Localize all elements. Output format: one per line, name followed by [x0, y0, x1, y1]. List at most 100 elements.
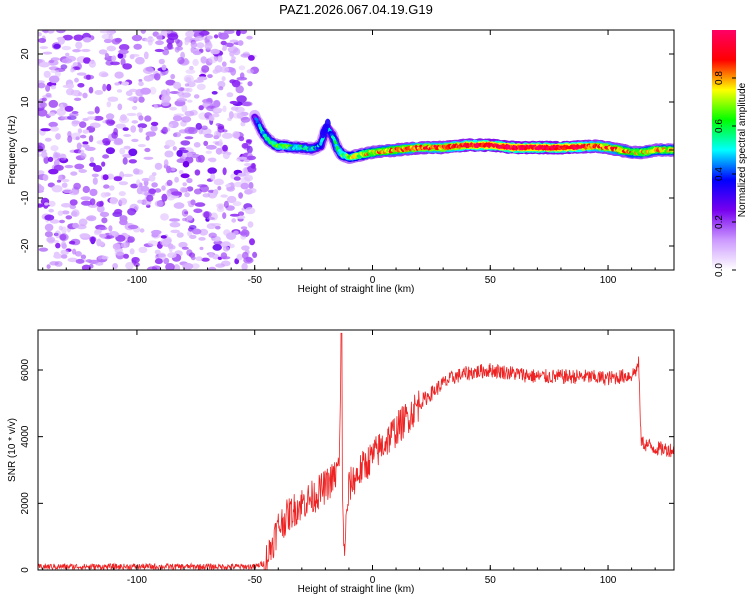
noise-blob [154, 162, 163, 170]
noise-blob [195, 156, 202, 163]
noise-blob [172, 115, 183, 122]
noise-blob [77, 83, 85, 88]
noise-blob [39, 61, 50, 68]
noise-blob [201, 257, 210, 262]
noise-blob [231, 218, 237, 223]
snr-y-tick-label: 2000 [20, 492, 31, 515]
noise-blob [217, 186, 222, 191]
noise-blob [248, 55, 255, 61]
noise-blob [138, 246, 148, 254]
noise-blob [184, 110, 195, 117]
noise-blob [38, 185, 45, 193]
noise-blob [192, 30, 202, 34]
spectrogram-x-tick-label: -100 [127, 275, 147, 286]
noise-blob [200, 56, 207, 64]
noise-blob [78, 149, 85, 155]
noise-blob [49, 126, 59, 132]
noise-blob [105, 147, 115, 155]
noise-blob [221, 260, 231, 267]
noise-blob [45, 92, 52, 98]
noise-blob [123, 134, 132, 137]
noise-blob [228, 243, 235, 249]
noise-blob [125, 262, 134, 270]
colorbar: 0.0 0.2 0.4 0.6 0.8 Normalized spectral ampl… [712, 30, 748, 277]
noise-blob [87, 116, 96, 120]
spectrogram-y-tick-label: 0 [20, 147, 31, 153]
noise-blob [176, 232, 184, 238]
noise-blob [56, 108, 66, 116]
noise-blob [115, 123, 127, 129]
noise-blob [50, 145, 59, 152]
noise-blob [111, 55, 117, 62]
noise-blob [222, 144, 228, 152]
noise-blob [236, 76, 248, 81]
noise-blob [160, 235, 167, 239]
noise-blob [190, 41, 198, 49]
noise-blob [180, 173, 190, 179]
noise-blob [181, 104, 188, 113]
noise-blob [240, 53, 251, 58]
colorbar-tick-label: 0.4 [714, 167, 725, 181]
noise-blob [181, 246, 189, 250]
noise-blob [187, 230, 193, 237]
noise-blob [201, 65, 210, 73]
noise-blob [48, 121, 58, 128]
ridge-bump [320, 128, 327, 139]
noise-blob [75, 136, 80, 141]
noise-blob [238, 136, 245, 142]
noise-blob [154, 249, 161, 255]
ridge-segment [367, 151, 372, 156]
spectrogram-y-tick-label: 10 [20, 96, 31, 108]
noise-blob [145, 131, 157, 137]
spectrogram-y-ticks: -20 -10 0 10 20 [20, 48, 674, 253]
noise-blob [151, 182, 158, 188]
noise-blob [50, 69, 60, 74]
noise-blob [161, 64, 167, 71]
noise-blob [215, 225, 221, 230]
noise-blob [215, 147, 223, 155]
noise-blob [38, 38, 47, 43]
noise-blob [67, 257, 78, 263]
noise-blob [47, 156, 54, 163]
noise-blob [123, 253, 129, 259]
noise-blob [98, 241, 105, 247]
noise-blob [173, 81, 182, 89]
noise-blob [158, 58, 165, 65]
noise-blob [178, 241, 188, 248]
noise-blob [226, 195, 237, 204]
noise-blob [222, 246, 230, 252]
noise-blob [245, 139, 253, 143]
noise-blob [119, 219, 128, 226]
colorbar-tick-label: 0.0 [714, 263, 725, 277]
noise-blob [60, 254, 68, 259]
noise-blob [122, 127, 129, 131]
noise-blob [218, 86, 224, 91]
noise-blob [87, 111, 95, 115]
noise-blob [184, 126, 195, 134]
snr-y-tick-label: 0 [20, 567, 31, 573]
noise-blob [246, 155, 256, 161]
noise-blob [118, 181, 129, 186]
noise-blob [50, 85, 57, 90]
noise-blob [44, 214, 55, 221]
noise-blob [133, 168, 140, 175]
noise-blob [222, 167, 227, 176]
noise-blob [69, 199, 78, 206]
noise-blob [169, 106, 178, 111]
noise-blob [48, 168, 59, 175]
noise-blob [98, 226, 108, 231]
noise-blob [111, 131, 119, 139]
ridge-segment [599, 144, 604, 149]
noise-blob [210, 223, 222, 227]
noise-blob [82, 37, 92, 43]
noise-blob [236, 253, 243, 261]
snr-y-tick-label: 4000 [20, 425, 31, 448]
noise-blob [137, 144, 146, 148]
noise-blob [218, 32, 229, 40]
noise-blob [125, 90, 133, 97]
noise-blob [211, 91, 218, 95]
spectrogram-x-tick-label: 100 [600, 275, 617, 286]
noise-blob [94, 106, 100, 114]
noise-blob [80, 134, 87, 139]
noise-blob [127, 236, 135, 243]
